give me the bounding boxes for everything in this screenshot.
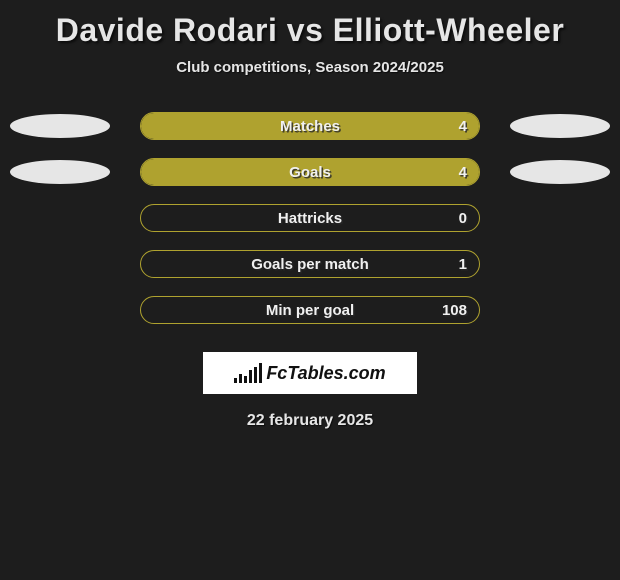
bar-value: 1 (459, 256, 467, 273)
logo-text: FcTables.com (266, 363, 385, 384)
bar-chart-icon (234, 363, 262, 383)
bar-value: 4 (459, 164, 467, 181)
bar-label: Hattricks (278, 210, 342, 227)
date-text: 22 february 2025 (0, 412, 620, 430)
stat-row: Goals 4 (0, 158, 620, 186)
bar-value: 0 (459, 210, 467, 227)
stat-bar: Hattricks 0 (140, 204, 480, 232)
bar-label: Goals (289, 164, 331, 181)
bar-value: 108 (442, 302, 467, 319)
right-ellipse (510, 160, 610, 184)
stat-bar: Goals 4 (140, 158, 480, 186)
bar-value: 4 (459, 118, 467, 135)
page-title: Davide Rodari vs Elliott-Wheeler (0, 0, 620, 49)
bar-label: Goals per match (251, 256, 369, 273)
subtitle: Club competitions, Season 2024/2025 (0, 59, 620, 76)
bar-label: Matches (280, 118, 340, 135)
left-ellipse (10, 114, 110, 138)
stat-row: Min per goal 108 (0, 296, 620, 324)
right-ellipse (510, 114, 610, 138)
logo-box: FcTables.com (203, 352, 417, 394)
stat-bar: Goals per match 1 (140, 250, 480, 278)
stat-row: Hattricks 0 (0, 204, 620, 232)
stat-row: Matches 4 (0, 112, 620, 140)
left-ellipse (10, 160, 110, 184)
infographic-container: Davide Rodari vs Elliott-Wheeler Club co… (0, 0, 620, 580)
bar-label: Min per goal (266, 302, 354, 319)
stat-bar: Min per goal 108 (140, 296, 480, 324)
stat-bar: Matches 4 (140, 112, 480, 140)
stat-row: Goals per match 1 (0, 250, 620, 278)
stat-rows: Matches 4 Goals 4 Hattricks 0 (0, 112, 620, 324)
